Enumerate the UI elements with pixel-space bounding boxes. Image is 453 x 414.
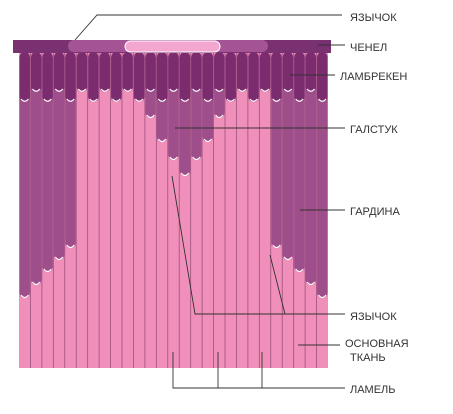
drape-slat — [19, 52, 30, 298]
pointer-tongue-bottom-2 — [269, 254, 286, 315]
tongue-highlight — [272, 244, 281, 249]
valance-slat — [317, 52, 328, 102]
tongue-highlight — [66, 244, 75, 249]
label-slat: ЛАМЕЛЬ — [350, 384, 396, 396]
label-cornice: ЧЕНЕЛ — [350, 42, 387, 54]
valance-highlight — [283, 88, 293, 92]
label-valance: ЛАМБРЕКЕН — [340, 71, 407, 83]
pointer-lines — [74, 14, 345, 389]
tongue-highlight — [192, 156, 201, 161]
valance-slat — [133, 52, 145, 102]
valance-highlight — [192, 88, 201, 92]
valance-highlight — [54, 88, 64, 92]
drape-slat — [30, 52, 42, 285]
label-tongue-bottom: ЯЗЫЧОК — [350, 311, 397, 323]
tongue-highlight — [318, 294, 327, 299]
valance-slat — [259, 52, 271, 92]
valance-highlight — [134, 98, 144, 102]
tongue-highlight — [43, 268, 52, 273]
valance-highlight — [77, 88, 87, 92]
blind-illustration — [13, 40, 331, 368]
valance-slat — [214, 52, 225, 92]
valance-highlight — [100, 88, 110, 92]
tongue-highlight — [203, 138, 213, 143]
valance-highlight — [249, 98, 258, 102]
drape-slat — [282, 52, 294, 260]
valance-slat — [179, 52, 191, 102]
valance-highlight — [31, 88, 41, 92]
label-tongue-top: ЯЗЫЧОК — [350, 12, 397, 24]
label-tie: ГАЛСТУК — [350, 124, 398, 136]
valance-slat — [305, 52, 317, 92]
valance-slat — [168, 52, 179, 92]
valance-highlight — [260, 88, 270, 92]
valance-slat — [202, 52, 214, 102]
valance-highlight — [169, 88, 178, 92]
valance-highlight — [146, 88, 155, 92]
valance-slat — [191, 52, 202, 92]
drape-slat — [53, 52, 65, 260]
label-drape: ГАРДИНА — [350, 206, 400, 218]
valance-slat — [122, 52, 133, 92]
drape-slat — [317, 52, 328, 298]
pointer-tongue-bottom-1 — [171, 175, 345, 315]
valance-slat — [65, 52, 76, 102]
valance-slat — [42, 52, 53, 102]
valance-highlight — [157, 98, 167, 102]
tongue-highlight — [215, 114, 224, 119]
valance-slat — [145, 52, 156, 92]
tongue-highlight — [146, 114, 155, 119]
tongue-highlight — [54, 256, 64, 261]
valance-slat — [76, 52, 88, 92]
valance-slat — [271, 52, 282, 102]
valance-slat — [19, 52, 30, 102]
valance-highlight — [226, 98, 235, 102]
valance-highlight — [295, 98, 304, 102]
valance-slat — [88, 52, 99, 102]
label-base-fabric-line1: ОСНОВНАЯ — [345, 338, 409, 350]
valance-highlight — [180, 98, 190, 102]
label-base-fabric-line2: ТКАНЬ — [350, 352, 386, 364]
valance-highlight — [203, 98, 213, 102]
tongue-highlight — [31, 281, 41, 286]
tongue-highlight — [157, 138, 167, 143]
valance-highlight — [272, 98, 281, 102]
valance-highlight — [66, 98, 75, 102]
pointer-slat — [172, 352, 345, 389]
valance-slat — [111, 52, 122, 102]
valance-slat — [294, 52, 305, 102]
valance-highlight — [112, 98, 121, 102]
valance-highlight — [215, 88, 224, 92]
drape-slat — [294, 52, 305, 272]
valance-highlight — [89, 98, 98, 102]
valance-highlight — [237, 88, 247, 92]
valance-slat — [248, 52, 259, 102]
tongue-highlight — [306, 281, 316, 286]
valance-slat — [99, 52, 111, 92]
valance-slat — [30, 52, 42, 92]
valance-highlight — [306, 88, 316, 92]
valance-highlight — [123, 88, 132, 92]
valance-highlight — [20, 98, 29, 102]
tongue-highlight — [283, 256, 293, 261]
valance-slat — [156, 52, 168, 102]
tongue-highlight — [180, 172, 190, 177]
tongue-highlight — [20, 294, 29, 299]
valance-slat — [282, 52, 294, 92]
valance-highlight — [43, 98, 52, 102]
valance-slat — [53, 52, 65, 92]
valance-highlight — [318, 98, 327, 102]
drape-slat — [305, 52, 317, 285]
valance-slat — [225, 52, 236, 102]
valance-slat — [236, 52, 248, 92]
tongue-highlight — [295, 268, 304, 273]
drape-slat — [42, 52, 53, 272]
tongue-highlight — [169, 156, 178, 161]
top-tongue — [124, 40, 221, 53]
pointer-tongue-top — [74, 14, 342, 41]
